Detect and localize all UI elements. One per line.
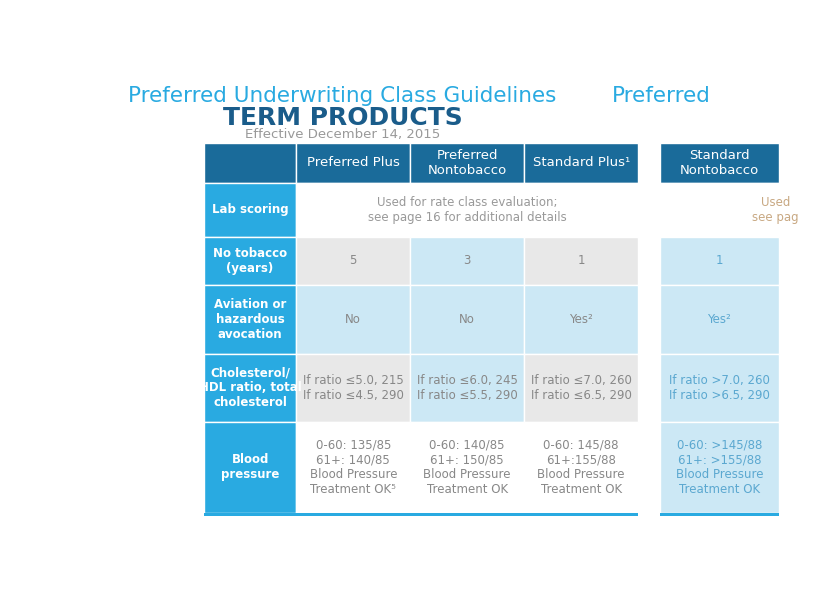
Text: If ratio >7.0, 260
If ratio >6.5, 290: If ratio >7.0, 260 If ratio >6.5, 290: [669, 374, 770, 402]
Text: Aviation or
hazardous
avocation: Aviation or hazardous avocation: [214, 298, 287, 341]
Text: 1: 1: [716, 254, 723, 267]
Text: Blood
pressure: Blood pressure: [221, 453, 279, 481]
Bar: [659, 513, 779, 516]
Text: 0-60: 140/85
61+: 150/85
Blood Pressure
Treatment OK: 0-60: 140/85 61+: 150/85 Blood Pressure …: [423, 438, 511, 496]
Text: 3: 3: [463, 254, 471, 267]
Bar: [659, 143, 779, 183]
Text: 0-60: >145/88
61+: >155/88
Blood Pressure
Treatment OK: 0-60: >145/88 61+: >155/88 Blood Pressur…: [676, 438, 764, 496]
Text: Standard
Nontobacco: Standard Nontobacco: [680, 149, 759, 177]
Bar: [296, 143, 410, 183]
Text: If ratio ≤5.0, 215
If ratio ≤4.5, 290: If ratio ≤5.0, 215 If ratio ≤4.5, 290: [303, 374, 404, 402]
Text: No: No: [345, 313, 361, 326]
Bar: [296, 354, 410, 422]
Text: If ratio ≤7.0, 260
If ratio ≤6.5, 290: If ratio ≤7.0, 260 If ratio ≤6.5, 290: [531, 374, 632, 402]
Text: Used
see pag: Used see pag: [752, 196, 799, 224]
Text: Yes²: Yes²: [569, 313, 593, 326]
Bar: [296, 422, 410, 513]
Bar: [296, 285, 410, 354]
Bar: [524, 285, 638, 354]
Bar: [204, 513, 638, 516]
Bar: [659, 285, 779, 354]
Text: Used for rate class evaluation;
see page 16 for additional details: Used for rate class evaluation; see page…: [368, 196, 567, 224]
Bar: [659, 422, 779, 513]
Text: No tobacco
(years): No tobacco (years): [213, 247, 287, 275]
Text: Yes²: Yes²: [707, 313, 731, 326]
Bar: [524, 143, 638, 183]
Text: Preferred Plus: Preferred Plus: [307, 157, 400, 169]
Text: Cholesterol/
HDL ratio, total
cholesterol: Cholesterol/ HDL ratio, total cholestero…: [199, 367, 301, 410]
Bar: [296, 237, 410, 285]
Bar: [524, 354, 638, 422]
Bar: [410, 422, 524, 513]
Bar: [204, 422, 296, 513]
Bar: [410, 354, 524, 422]
Bar: [659, 183, 779, 237]
Text: TERM PRODUCTS: TERM PRODUCTS: [222, 106, 462, 130]
Text: Preferred: Preferred: [612, 86, 711, 106]
Bar: [659, 354, 779, 422]
Text: 0-60: 145/88
61+:155/88
Blood Pressure
Treatment OK: 0-60: 145/88 61+:155/88 Blood Pressure T…: [537, 438, 625, 496]
Bar: [410, 285, 524, 354]
Text: No: No: [459, 313, 475, 326]
Text: 5: 5: [349, 254, 357, 267]
Text: Effective December 14, 2015: Effective December 14, 2015: [245, 128, 440, 141]
Bar: [524, 237, 638, 285]
Text: Lab scoring: Lab scoring: [212, 203, 288, 217]
Bar: [410, 237, 524, 285]
Bar: [410, 143, 524, 183]
Bar: [659, 237, 779, 285]
Text: 1: 1: [577, 254, 585, 267]
Text: Preferred
Nontobacco: Preferred Nontobacco: [427, 149, 507, 177]
Bar: [204, 143, 296, 183]
Text: If ratio ≤6.0, 245
If ratio ≤5.5, 290: If ratio ≤6.0, 245 If ratio ≤5.5, 290: [417, 374, 518, 402]
Bar: [524, 422, 638, 513]
Text: Preferred Underwriting Class Guidelines: Preferred Underwriting Class Guidelines: [129, 86, 557, 106]
Bar: [296, 183, 638, 237]
Text: Standard Plus¹: Standard Plus¹: [532, 157, 630, 169]
Bar: [204, 237, 296, 285]
Bar: [204, 285, 296, 354]
Text: 0-60: 135/85
61+: 140/85
Blood Pressure
Treatment OK⁵: 0-60: 135/85 61+: 140/85 Blood Pressure …: [309, 438, 397, 496]
Bar: [204, 354, 296, 422]
Bar: [204, 183, 296, 237]
